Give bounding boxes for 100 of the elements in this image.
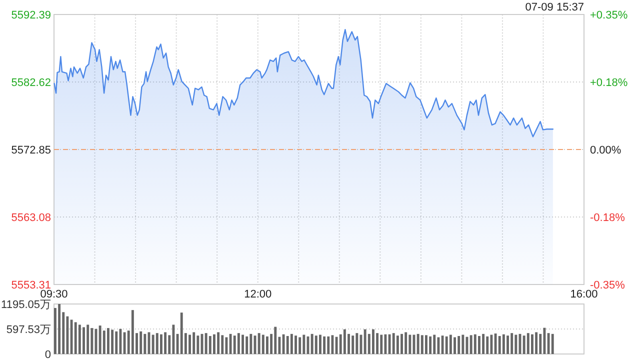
bar <box>514 334 518 354</box>
bar <box>107 328 110 354</box>
bar <box>208 336 212 354</box>
bar <box>470 335 472 354</box>
bar <box>510 333 514 354</box>
y2-tick-label: 0.00% <box>590 144 622 156</box>
bar <box>352 336 354 354</box>
bar <box>392 333 395 354</box>
bar <box>172 324 175 354</box>
bar <box>319 334 322 354</box>
bar <box>188 334 191 354</box>
bar <box>531 334 534 354</box>
bar <box>388 334 391 354</box>
x-tick-label: 12:00 <box>244 288 272 300</box>
y2-tick-label: +0.18% <box>590 76 628 89</box>
y2-tick-label: +0.35% <box>590 9 628 22</box>
bar <box>454 337 456 354</box>
bar <box>164 332 167 354</box>
bar <box>429 336 432 354</box>
bar <box>482 334 485 354</box>
bar <box>86 324 90 354</box>
bar <box>543 328 546 354</box>
bar <box>302 334 306 354</box>
bar <box>433 334 436 354</box>
bar <box>290 334 293 354</box>
x-tick-label: 16:00 <box>570 288 598 300</box>
bar <box>213 334 216 354</box>
bar <box>82 327 85 354</box>
bar <box>314 336 318 354</box>
bar <box>180 312 183 354</box>
bar <box>98 326 102 354</box>
y-tick-label: 0 <box>44 348 51 360</box>
bar <box>551 334 554 354</box>
bar <box>221 335 224 354</box>
bar <box>196 336 200 354</box>
bar <box>111 330 114 354</box>
bar <box>250 334 252 354</box>
x-tick-label: 09:30 <box>40 288 68 300</box>
bar <box>404 332 408 354</box>
bar <box>225 337 228 354</box>
bar <box>123 332 126 354</box>
bar <box>78 324 81 354</box>
bar <box>372 329 374 354</box>
bar <box>74 322 77 354</box>
bar <box>502 334 505 354</box>
bar <box>445 336 448 354</box>
bar <box>119 328 122 354</box>
bar <box>66 316 69 354</box>
bar <box>323 336 326 354</box>
bar <box>258 333 260 354</box>
bar <box>368 334 370 354</box>
bar <box>204 333 208 354</box>
y-tick-label: 1195.05万 <box>1 298 51 311</box>
y-tick-label: 5572.85 <box>11 144 51 156</box>
bar <box>58 304 61 354</box>
bar <box>384 334 387 354</box>
bar <box>498 336 501 354</box>
bar <box>490 334 493 354</box>
bar <box>420 335 424 354</box>
bar <box>474 334 476 354</box>
bar <box>408 334 412 354</box>
bar <box>486 336 489 354</box>
bar <box>348 334 350 354</box>
bar <box>144 334 146 354</box>
bar <box>462 334 464 354</box>
bar <box>506 336 509 354</box>
bar <box>192 332 196 354</box>
bar <box>526 333 530 354</box>
bar <box>54 308 56 354</box>
bar <box>131 310 134 354</box>
y-tick-label: 5592.39 <box>11 9 51 22</box>
bar <box>90 328 94 354</box>
bar <box>364 329 366 354</box>
bar <box>233 336 236 354</box>
text: 07-09 15:37 <box>525 2 584 14</box>
bar <box>229 334 232 354</box>
bar <box>331 335 334 354</box>
bar <box>425 335 428 354</box>
y2-tick-label: -0.18% <box>590 212 626 224</box>
y-tick-label: 5563.08 <box>11 212 51 224</box>
bar <box>156 333 158 354</box>
bar <box>282 334 285 354</box>
bar <box>356 333 358 354</box>
bar <box>237 333 240 354</box>
bar <box>266 336 268 354</box>
bar <box>335 336 338 354</box>
y-tick-label: 5582.62 <box>11 76 51 89</box>
bar <box>343 329 346 354</box>
bar <box>246 336 248 354</box>
bar <box>70 320 73 354</box>
bar <box>449 334 452 354</box>
bar <box>140 331 142 354</box>
bar <box>274 326 277 354</box>
bar <box>478 336 480 354</box>
bar <box>298 337 302 354</box>
bar <box>441 336 444 354</box>
bar <box>376 333 379 354</box>
bar <box>310 334 314 354</box>
bar <box>286 336 289 354</box>
bar <box>294 336 297 354</box>
